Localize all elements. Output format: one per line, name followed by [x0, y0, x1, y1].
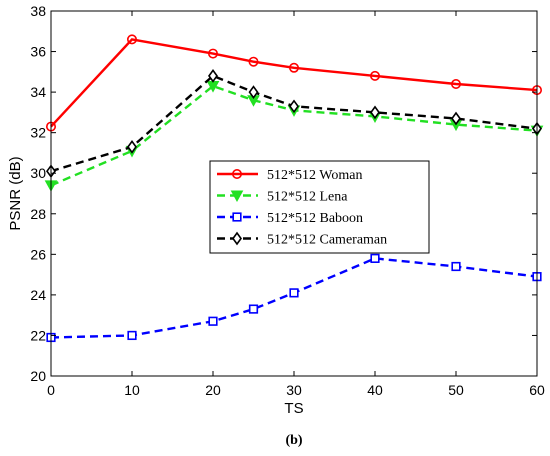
data-point: [127, 34, 138, 45]
legend-marker: [230, 190, 244, 203]
data-point: [450, 79, 461, 90]
figure-caption: (b): [285, 433, 302, 448]
data-point: [248, 304, 259, 314]
y-axis-label: PSNR (dB): [7, 156, 24, 230]
data-point: [289, 288, 299, 298]
data-point: [248, 56, 259, 67]
y-tick-label: 36: [30, 44, 46, 60]
legend-label: 512*512 Woman: [267, 168, 362, 183]
series-line: [50, 74, 538, 173]
data-point: [451, 261, 461, 272]
data-point: [248, 85, 259, 99]
data-point: [208, 316, 218, 326]
y-tick-label: 22: [30, 327, 46, 343]
y-tick-label: 30: [30, 165, 46, 181]
legend-label: 512*512 Lena: [267, 190, 348, 205]
data-point: [208, 48, 219, 59]
x-tick-label: 0: [47, 382, 55, 398]
y-tick-label: 26: [30, 246, 46, 262]
series-line: [50, 84, 538, 187]
x-tick-label: 50: [448, 382, 464, 398]
data-point: [370, 105, 380, 120]
series-2: [46, 253, 542, 343]
x-tick-label: 30: [286, 382, 302, 398]
y-tick-label: 32: [30, 125, 46, 141]
legend-label: 512*512 Baboon: [267, 211, 363, 226]
legend-marker: [232, 231, 242, 246]
legend-label: 512*512 Cameraman: [267, 233, 387, 248]
y-tick-label: 24: [30, 287, 46, 303]
x-tick-label: 10: [124, 382, 140, 398]
x-axis-label: TS: [284, 400, 303, 417]
data-point: [451, 111, 461, 126]
data-point: [127, 330, 137, 341]
data-point: [369, 70, 380, 81]
data-point: [370, 253, 380, 263]
data-point: [127, 140, 137, 154]
y-tick-label: 38: [30, 3, 46, 19]
legend-marker: [232, 169, 243, 180]
axis-ticks: 0 10 20 30 40 50 60 20 22 24 26 28 30 32 34 36 38: [30, 3, 545, 398]
legend-marker: [232, 212, 242, 222]
series-line: [50, 257, 538, 339]
data-point: [289, 99, 299, 114]
legend: 512*512 Woman 512*512 Lena 512*512 Baboon 5…: [209, 160, 430, 254]
y-tick-label: 34: [30, 84, 46, 100]
data-point: [208, 69, 218, 83]
series-line: [50, 38, 538, 128]
x-tick-label: 40: [367, 382, 383, 398]
x-tick-label: 60: [529, 382, 545, 398]
data-point: [288, 62, 299, 73]
x-tick-label: 20: [205, 382, 221, 398]
y-tick-label: 20: [30, 368, 46, 384]
y-tick-label: 28: [30, 206, 46, 222]
